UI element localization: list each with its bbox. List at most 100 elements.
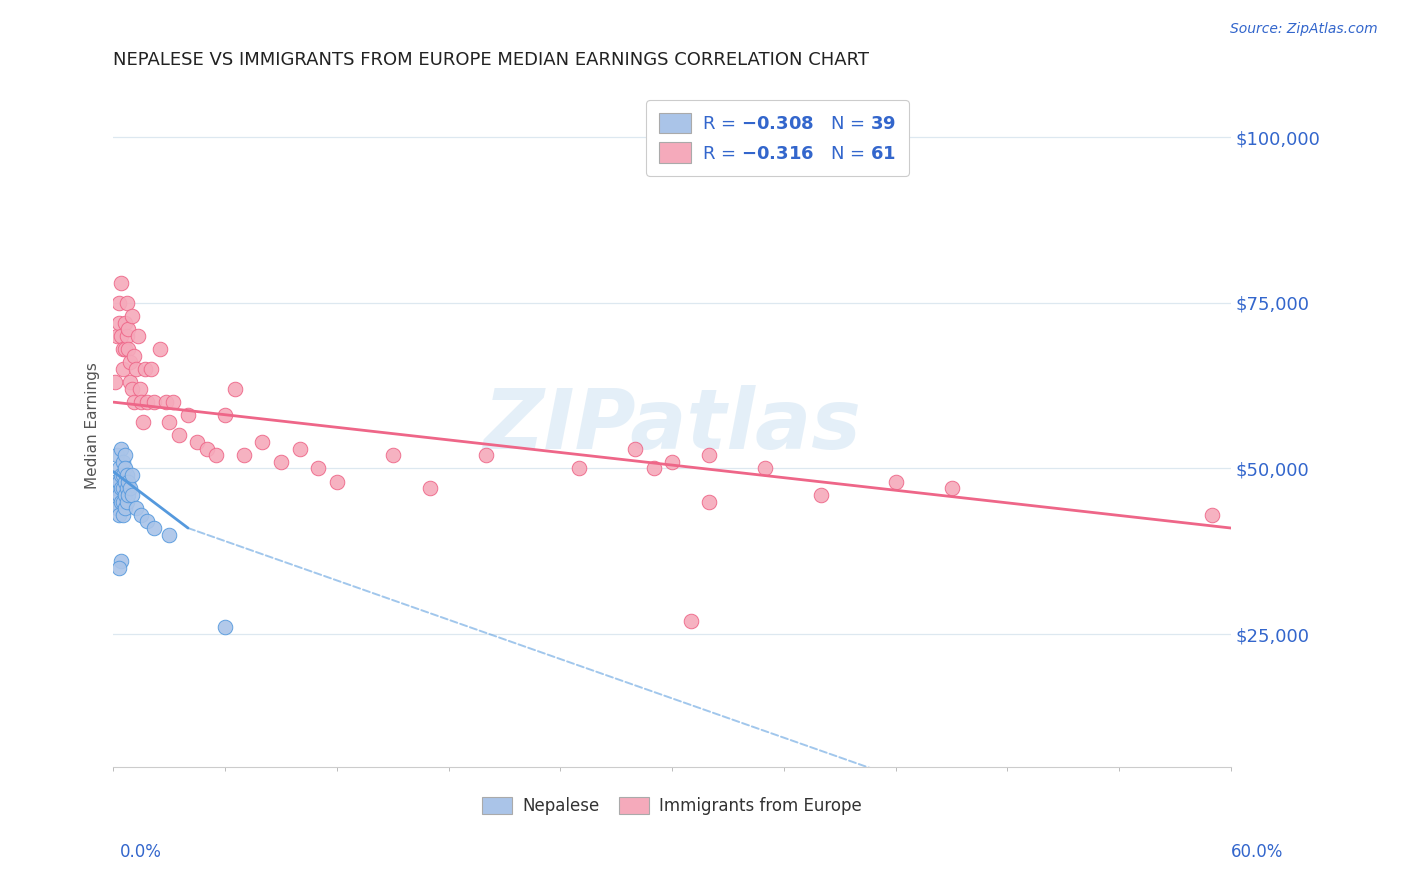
Point: [111, 481, 134, 495]
Point: [679, 614, 702, 628]
Point: [661, 455, 683, 469]
Point: [122, 349, 145, 363]
Point: [115, 468, 138, 483]
Point: [157, 415, 180, 429]
Point: [104, 376, 127, 390]
Point: [810, 488, 832, 502]
Point: [117, 322, 139, 336]
Point: [108, 316, 131, 330]
Point: [186, 434, 208, 449]
Point: [232, 448, 254, 462]
Point: [110, 494, 132, 508]
Point: [205, 448, 228, 462]
Point: [115, 494, 138, 508]
Point: [167, 428, 190, 442]
Point: [111, 455, 134, 469]
Point: [111, 508, 134, 522]
Point: [157, 527, 180, 541]
Point: [120, 481, 142, 495]
Point: [111, 494, 134, 508]
Point: [108, 561, 131, 575]
Point: [884, 475, 907, 489]
Point: [270, 455, 292, 469]
Point: [110, 329, 132, 343]
Point: [117, 342, 139, 356]
Point: [105, 481, 128, 495]
Point: [381, 448, 404, 462]
Text: NEPALESE VS IMMIGRANTS FROM EUROPE MEDIAN EARNINGS CORRELATION CHART: NEPALESE VS IMMIGRANTS FROM EUROPE MEDIA…: [114, 51, 869, 69]
Point: [108, 461, 131, 475]
Point: [122, 395, 145, 409]
Point: [108, 488, 131, 502]
Point: [108, 475, 131, 489]
Point: [754, 461, 776, 475]
Point: [117, 475, 139, 489]
Point: [195, 442, 218, 456]
Point: [419, 481, 441, 495]
Point: [111, 362, 134, 376]
Point: [941, 481, 963, 495]
Point: [326, 475, 349, 489]
Point: [143, 521, 166, 535]
Point: [131, 508, 153, 522]
Point: [214, 620, 236, 634]
Point: [128, 382, 150, 396]
Y-axis label: Median Earnings: Median Earnings: [86, 362, 100, 489]
Point: [132, 415, 155, 429]
Text: 60.0%: 60.0%: [1232, 843, 1284, 861]
Point: [149, 342, 172, 356]
Point: [110, 554, 132, 568]
Point: [125, 501, 148, 516]
Point: [214, 409, 236, 423]
Point: [108, 508, 131, 522]
Point: [105, 501, 128, 516]
Point: [121, 468, 143, 483]
Point: [110, 276, 132, 290]
Point: [125, 362, 148, 376]
Point: [110, 481, 132, 495]
Point: [114, 316, 136, 330]
Point: [114, 448, 136, 462]
Point: [134, 362, 156, 376]
Point: [121, 309, 143, 323]
Point: [115, 329, 138, 343]
Point: [307, 461, 329, 475]
Point: [143, 395, 166, 409]
Text: ZIPatlas: ZIPatlas: [484, 384, 860, 466]
Point: [624, 442, 647, 456]
Point: [177, 409, 200, 423]
Point: [131, 395, 153, 409]
Point: [114, 501, 136, 516]
Point: [136, 395, 159, 409]
Point: [117, 488, 139, 502]
Point: [111, 468, 134, 483]
Point: [139, 362, 162, 376]
Point: [127, 329, 149, 343]
Text: 0.0%: 0.0%: [120, 843, 162, 861]
Point: [110, 468, 132, 483]
Point: [104, 475, 127, 489]
Point: [155, 395, 177, 409]
Point: [643, 461, 665, 475]
Legend: Nepalese, Immigrants from Europe: Nepalese, Immigrants from Europe: [474, 789, 870, 823]
Point: [699, 448, 721, 462]
Text: Source: ZipAtlas.com: Source: ZipAtlas.com: [1230, 22, 1378, 37]
Point: [136, 515, 159, 529]
Point: [121, 382, 143, 396]
Point: [114, 475, 136, 489]
Point: [699, 494, 721, 508]
Point: [288, 442, 311, 456]
Point: [475, 448, 498, 462]
Point: [114, 461, 136, 475]
Point: [104, 494, 127, 508]
Point: [111, 342, 134, 356]
Point: [1201, 508, 1223, 522]
Point: [105, 448, 128, 462]
Point: [105, 329, 128, 343]
Point: [120, 355, 142, 369]
Point: [252, 434, 274, 449]
Point: [110, 442, 132, 456]
Point: [162, 395, 184, 409]
Point: [568, 461, 591, 475]
Point: [120, 376, 142, 390]
